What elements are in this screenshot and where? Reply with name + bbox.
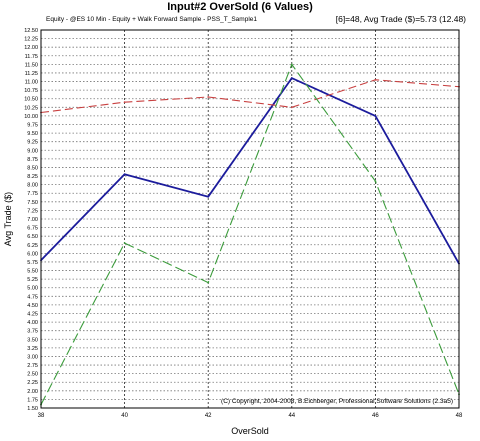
y-tick-label: 10.50 [24, 97, 38, 103]
y-tick-label: 2.50 [27, 372, 38, 378]
y-tick-label: 3.25 [27, 346, 38, 352]
x-axis-label: OverSold [231, 426, 269, 436]
grid-layer [41, 30, 459, 408]
series-2-point [290, 106, 293, 109]
y-tick-label: 10.25 [24, 105, 38, 111]
y-tick-label: 6.75 [27, 226, 38, 232]
series-3-point [374, 180, 377, 183]
series-line-3 [40, 63, 460, 405]
series-1-point [123, 173, 126, 176]
y-tick-label: 12.00 [24, 45, 38, 51]
y-tick-label: 8.50 [27, 165, 38, 171]
y-tick-label: 9.25 [27, 140, 38, 146]
y-tick-label: 5.75 [27, 260, 38, 266]
y-tick-label: 4.25 [27, 312, 38, 318]
x-tick-label: 46 [372, 413, 379, 419]
y-tick-label: 2.00 [27, 389, 38, 395]
chart-stats: [6]=48, Avg Trade ($)=5.73 (12.48) [335, 14, 466, 24]
y-tick-label: 4.50 [27, 303, 38, 309]
y-tick-label: 8.75 [27, 157, 38, 163]
x-tick-label: 48 [456, 413, 463, 419]
x-tick-label: 40 [121, 413, 128, 419]
y-tick-label: 1.75 [27, 397, 38, 403]
y-tick-label: 11.00 [25, 80, 38, 86]
y-tick-label: 5.50 [27, 269, 38, 275]
series-2-point [374, 78, 377, 81]
y-tick-label: 9.75 [27, 123, 38, 129]
y-axis-label: Avg Trade ($) [3, 192, 13, 246]
x-tick-label: 42 [205, 413, 212, 419]
series-line-1 [40, 76, 460, 265]
y-tick-label: 2.75 [27, 363, 38, 369]
chart-subtitle: Equity - @ES 10 Min - Equity + Walk Forw… [46, 16, 258, 23]
x-tick-label: 44 [288, 413, 295, 419]
series-1-point [207, 195, 210, 198]
y-tick-label: 6.50 [27, 234, 38, 240]
series-3-point [123, 242, 126, 244]
y-tick-label: 4.00 [27, 320, 38, 326]
series-1-point [290, 77, 293, 80]
y-tick-label: 11.75 [25, 54, 38, 60]
y-tick-label: 10.00 [24, 114, 38, 120]
series-2-point [207, 96, 210, 98]
y-tick-label: 8.00 [27, 183, 38, 189]
y-tick-label: 7.50 [27, 200, 38, 206]
y-tick-label: 10.75 [24, 88, 38, 94]
y-tick-label: 4.75 [27, 294, 38, 300]
series-2-point [123, 101, 126, 104]
x-tick-label: 38 [38, 413, 45, 419]
y-tick-label: 6.25 [27, 243, 38, 249]
y-tick-label: 5.25 [27, 277, 38, 283]
y-tick-label: 7.25 [27, 208, 38, 214]
y-tick-label: 12.25 [24, 37, 38, 43]
series-1-point [374, 115, 377, 117]
y-tick-label: 12.50 [24, 28, 38, 34]
y-tick-label: 6.00 [27, 251, 38, 257]
y-tick-label: 11.50 [25, 62, 38, 68]
y-tick-label: 1.50 [27, 406, 38, 412]
y-tick-label: 3.00 [27, 354, 38, 360]
series-3-point [207, 281, 210, 284]
y-tick-label: 9.50 [27, 131, 38, 137]
copyright-note: (C) Copyright, 2004-2008, B.Eichberger, … [221, 398, 453, 405]
series-layer [40, 63, 460, 406]
y-tick-label: 3.75 [27, 329, 38, 335]
y-tick-label: 2.25 [27, 380, 38, 386]
y-tick-label: 5.00 [27, 286, 38, 292]
y-tick-label: 7.75 [27, 191, 38, 197]
y-tick-label: 9.00 [27, 148, 38, 154]
chart-title: Input#2 OverSold (6 Values) [167, 1, 313, 13]
y-tick-label: 11.25 [25, 71, 38, 77]
tick-layer: 1.50 1.75 2.00 2.25 2.50 2.75 3.00 3.25 3.50 3.75… [24, 28, 463, 419]
y-tick-label: 3.50 [27, 337, 38, 343]
y-tick-label: 7.00 [27, 217, 38, 223]
series-line-2 [40, 79, 460, 114]
y-tick-label: 8.25 [27, 174, 38, 180]
plot-area [40, 29, 460, 409]
series-3-point [290, 63, 293, 66]
